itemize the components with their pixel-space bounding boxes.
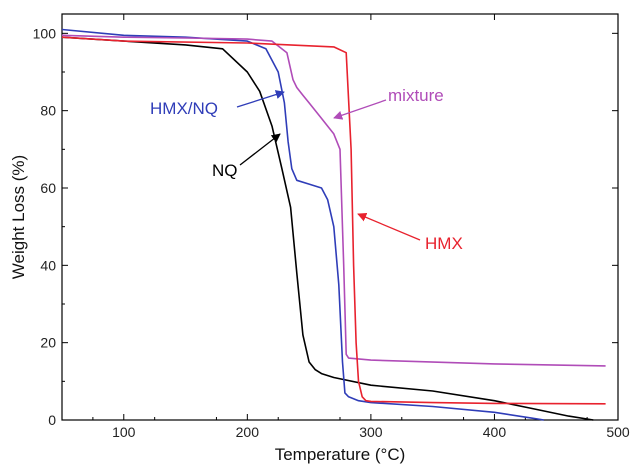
y-axis-title: Weight Loss (%) bbox=[9, 155, 28, 279]
series-line-hmx-nq bbox=[61, 28, 545, 421]
series-line-mixture bbox=[61, 34, 606, 367]
y-tick-label: 0 bbox=[48, 412, 56, 428]
annotation-arrow bbox=[236, 90, 285, 108]
annotation-arrow bbox=[357, 212, 421, 241]
y-tick-label: 40 bbox=[40, 257, 56, 273]
annotations: mixture HMX/NQ NQ HMX bbox=[150, 86, 463, 253]
series-lines bbox=[61, 28, 606, 421]
series-line-hmx bbox=[61, 36, 606, 405]
x-tick-label: 400 bbox=[483, 424, 507, 440]
x-tick-label: 500 bbox=[606, 424, 630, 440]
x-tick-label: 100 bbox=[112, 424, 136, 440]
annotation-label: mixture bbox=[388, 86, 444, 105]
y-tick-label: 20 bbox=[40, 335, 56, 351]
y-tick-label: 100 bbox=[33, 25, 57, 41]
annotation-label: HMX bbox=[425, 234, 463, 253]
annotation-arrow bbox=[239, 133, 281, 166]
x-tick-label: 300 bbox=[359, 424, 383, 440]
annotation-label: NQ bbox=[212, 161, 238, 180]
x-tick-label: 200 bbox=[236, 424, 260, 440]
axis-ticks: 100 200 300 400 500 0 20 40 60 80 100 bbox=[33, 14, 630, 440]
x-axis-title: Temperature (°C) bbox=[275, 445, 406, 464]
y-tick-label: 80 bbox=[40, 103, 56, 119]
annotation-arrow bbox=[333, 99, 387, 120]
series-line-nq bbox=[61, 36, 594, 421]
plot-area bbox=[61, 13, 619, 421]
y-tick-label: 60 bbox=[40, 180, 56, 196]
annotation-label: HMX/NQ bbox=[150, 99, 218, 118]
